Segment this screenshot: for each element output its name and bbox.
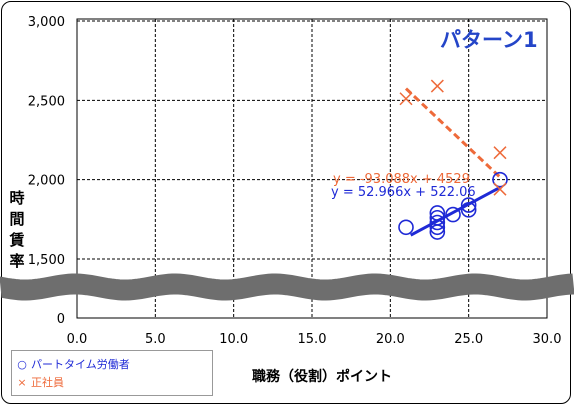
- plot-area: [76, 18, 548, 319]
- data-point-circle: [429, 219, 446, 236]
- data-point-x: [493, 182, 507, 196]
- legend-label: 正社員: [31, 376, 64, 389]
- data-point-circle: [460, 197, 477, 213]
- legend-item-full-time: × 正社員: [16, 374, 64, 390]
- data-point-circle: [460, 202, 477, 218]
- y-tick-label: 3,000: [28, 15, 65, 30]
- data-point-circle: [398, 219, 414, 236]
- x-tick-label: 30.0: [533, 332, 562, 347]
- tick-labels: 0.0 5.0 10.0 15.0 20.0 25.0 30.0 0 1,500 2,000 2,5…: [28, 15, 562, 347]
- page-title: パターン1: [440, 28, 538, 52]
- data-point-x: [430, 79, 444, 93]
- x-marker-icon: ×: [17, 375, 27, 389]
- circle-marker-icon: ○: [17, 357, 27, 371]
- data-points: [398, 79, 508, 240]
- data-point-x: [399, 92, 413, 106]
- x-tick-label: 20.0: [376, 332, 405, 347]
- axis-break: [0, 273, 574, 301]
- grid: [76, 19, 548, 319]
- legend-label: パートタイム労働者: [31, 358, 130, 371]
- data-point-circle: [445, 206, 461, 223]
- y-tick-label: 0: [57, 312, 65, 327]
- trendline-full-time: [404, 87, 502, 179]
- equation-part-time: y = 52.966x + 522.06: [331, 185, 476, 200]
- x-tick-label: 5.0: [145, 332, 166, 347]
- x-tick-label: 0.0: [67, 332, 88, 347]
- x-tick-label: 15.0: [298, 332, 327, 347]
- legend-item-part-time: ○ パートタイム労働者: [16, 356, 130, 372]
- y-tick-label: 2,000: [28, 174, 65, 189]
- data-point-circle: [429, 214, 446, 231]
- data-point-circle: [492, 171, 508, 188]
- y-axis-label: 時間賃率: [9, 189, 25, 270]
- x-tick-label: 10.0: [219, 332, 248, 347]
- trendlines: [404, 87, 502, 237]
- axis-break-band: [0, 273, 574, 301]
- equation-full-time: y = -93.088x + 4529: [333, 172, 470, 187]
- y-tick-label: 2,500: [28, 94, 65, 109]
- data-point-circle: [429, 224, 446, 240]
- x-axis-label: 職務（役割）ポイント: [252, 369, 392, 385]
- x-tick-label: 25.0: [454, 332, 483, 347]
- data-point-x: [493, 146, 507, 160]
- y-tick-label: 1,500: [28, 253, 65, 268]
- trendline-part-time: [409, 186, 501, 237]
- legend: ○ パートタイム労働者 × 正社員: [11, 350, 213, 396]
